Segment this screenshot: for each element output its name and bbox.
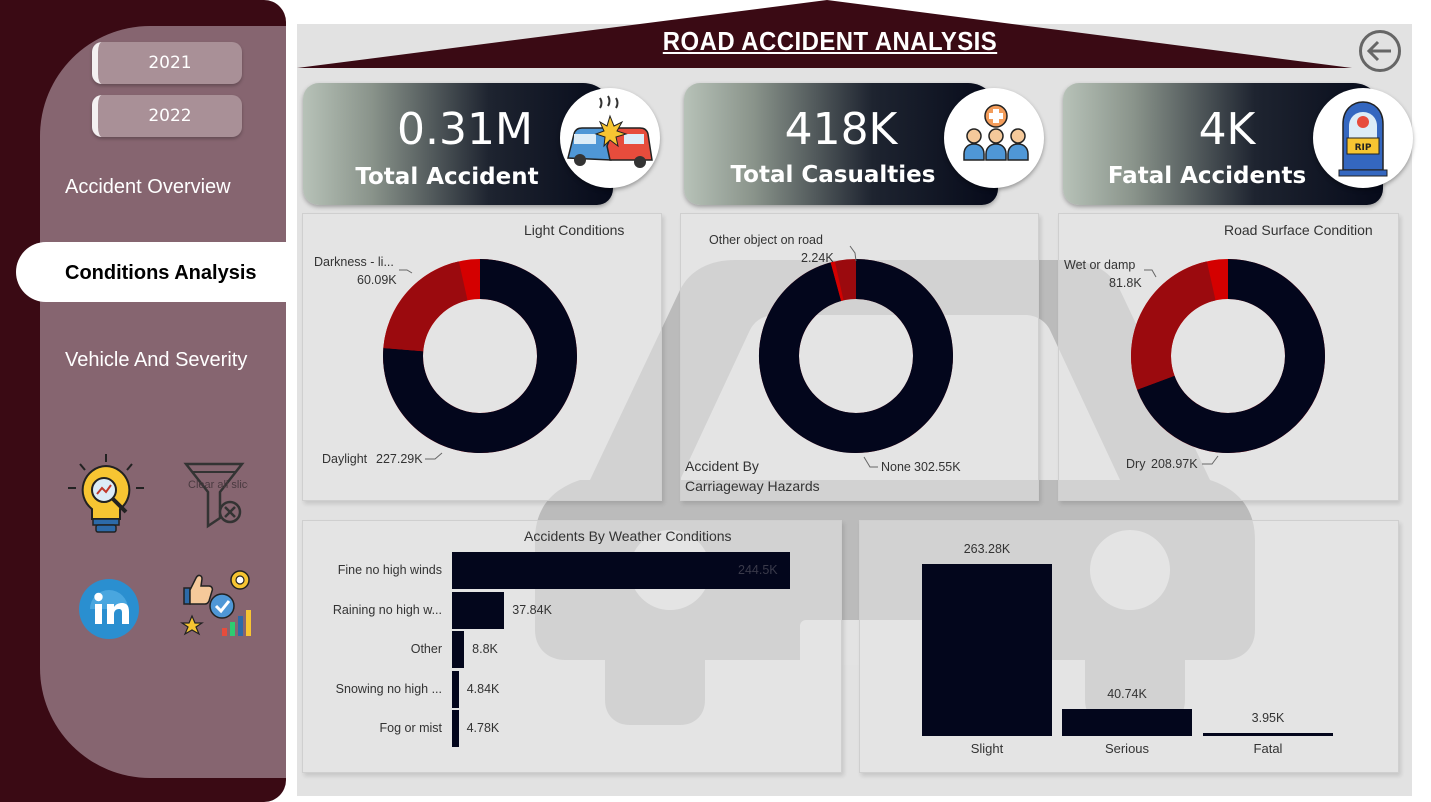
surface-dry-label: Dry [1126,457,1146,471]
hazard-leader-lines [849,245,878,468]
people-medical-icon [963,104,1029,161]
surface-dry-value: 208.97K [1151,457,1198,471]
weather-category-label: Snowing no high ... [335,681,442,696]
kpi-fatal-accidents-value: 4K [1198,104,1256,155]
severity-category-label: Serious [1104,741,1150,756]
svg-text:RIP: RIP [1355,143,1372,153]
light-conditions-donut[interactable] [302,213,660,499]
hazard-other-value: 2.24K [801,251,834,265]
donut-slice-second [1131,261,1217,390]
kpi-total-casualties-label: Total Casualties [730,162,936,188]
clear-filter-text: Clear all slicers [188,479,248,491]
weather-category-label: Fog or mist [379,721,442,735]
light-leader-lines [399,269,443,460]
back-arrow-button[interactable] [1358,29,1402,73]
weather-category-label: Fine no high winds [337,563,442,577]
weather-bar[interactable] [452,552,790,589]
weather-value-label: 4.78K [466,721,500,735]
nav-accident-overview[interactable]: Accident Overview [65,176,231,198]
rip-memorial-icon: RIP [1338,101,1388,177]
year-button-2022[interactable]: 2022 [92,95,242,137]
weather-bar[interactable] [452,710,459,747]
weather-bar[interactable] [452,670,459,708]
donut-slice-daylight [383,259,577,453]
hazard-other-label: Other object on road [709,233,823,247]
severity-bar[interactable] [1062,709,1192,736]
light-daylight-value: 227.29K [376,452,423,466]
weather-category-label: Raining no high w... [332,602,442,617]
severity-value-label: 263.28K [963,542,1011,556]
weather-category-label: Other [410,642,442,656]
donut-slice-dry [1137,259,1325,453]
kpi-total-accident-label: Total Accident [355,164,539,190]
kpi-fatal-accidents-icon-wrap: RIP [1313,88,1413,188]
severity-value-label: 40.74K [1107,687,1147,702]
donut-slice-second [383,261,469,353]
donut-slice-none [759,259,953,453]
kpi-fatal-accidents-label: Fatal Accidents [1107,163,1307,189]
hazard-none-label: None [881,460,911,474]
surface-wet-value: 81.8K [1109,276,1142,290]
severity-bar[interactable] [1203,733,1333,736]
carriageway-hazards-donut[interactable] [680,213,1037,499]
road-surface-donut[interactable] [1058,213,1397,499]
kpi-total-casualties-value: 418K [784,104,898,155]
light-darkness-value: 60.09K [357,273,397,287]
road-surface-title: Road Surface Condition [1224,222,1373,238]
weather-value-label: 244.5K [738,563,778,577]
weather-value-label: 4.84K [466,681,500,696]
nav-conditions-analysis[interactable]: Conditions Analysis [65,262,257,284]
surface-leader-lines [1144,269,1219,465]
feedback-rating-icon[interactable] [178,566,258,640]
weather-value-label: 37.84K [512,602,552,617]
light-daylight-label: Daylight [322,452,368,466]
hazard-none-value: 302.55K [914,460,961,474]
light-conditions-title: Light Conditions [524,222,625,238]
insights-bulb-icon[interactable] [66,452,146,538]
weather-bar[interactable] [452,631,465,668]
severity-category-label: Slight [970,741,1004,756]
page-title: ROAD ACCIDENT ANALYSIS [662,26,998,56]
weather-bar[interactable] [452,591,505,629]
donut-slice-second [830,261,844,302]
year-button-2021[interactable]: 2021 [92,42,242,84]
car-crash-icon [567,95,653,168]
weather-value-label: 8.8K [472,642,498,656]
kpi-total-accident-icon-wrap [560,88,660,188]
nav-active-highlight [16,242,286,302]
surface-wet-label: Wet or damp [1064,258,1136,272]
clear-filter-icon[interactable]: Clear all slicers [182,460,248,530]
kpi-total-casualties-icon-wrap [944,88,1044,188]
linkedin-icon[interactable] [78,578,140,640]
light-darkness-label: Darkness - li... [314,255,394,269]
sidebar-panel [40,26,286,778]
kpi-total-accident-value: 0.31M [397,104,533,155]
severity-bar[interactable] [922,564,1052,736]
carriageway-hazards-title: Accident By Carriageway Hazards [685,458,820,494]
severity-value-label: 3.95K [1251,711,1285,725]
nav-vehicle-and-severity[interactable]: Vehicle And Severity [65,349,248,371]
title-banner [297,0,1352,68]
weather-conditions-title: Accidents By Weather Conditions [524,528,732,544]
severity-category-label: Fatal [1253,741,1283,756]
